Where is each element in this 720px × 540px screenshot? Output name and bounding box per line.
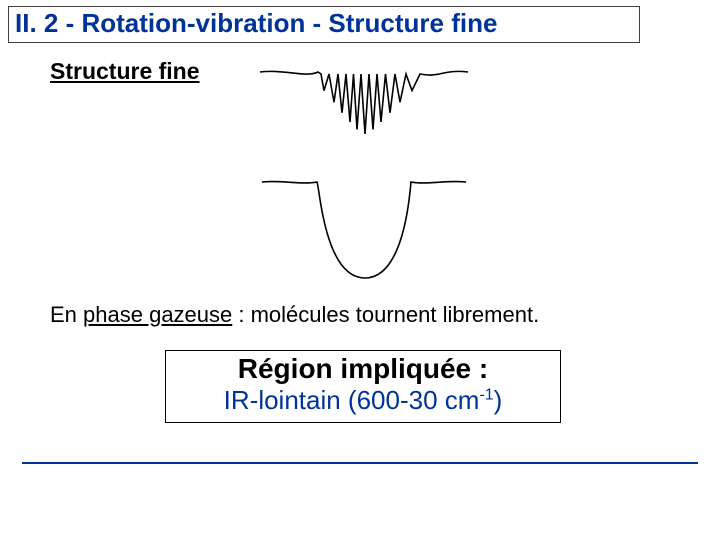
slide-title: II. 2 - Rotation-vibration - Structure f… — [9, 7, 639, 42]
region-box: Région impliquée : IR-lointain (600-30 c… — [165, 350, 561, 423]
body-suffix: : molécules tournent librement. — [232, 302, 539, 327]
body-prefix: En — [50, 302, 83, 327]
body-underlined: phase gazeuse — [83, 302, 232, 327]
region-range-suffix: ) — [494, 385, 503, 415]
region-range-prefix: IR-lointain (600-30 cm — [224, 385, 480, 415]
body-text: En phase gazeuse : molécules tournent li… — [50, 302, 539, 328]
subtitle: Structure fine — [50, 58, 200, 85]
region-range: IR-lointain (600-30 cm-1) — [172, 385, 554, 416]
title-box: II. 2 - Rotation-vibration - Structure f… — [8, 6, 640, 43]
region-title: Région impliquée : — [172, 353, 554, 385]
bottom-rule — [22, 462, 698, 464]
region-range-sup: -1 — [479, 387, 493, 404]
spectra-figure — [250, 54, 480, 294]
